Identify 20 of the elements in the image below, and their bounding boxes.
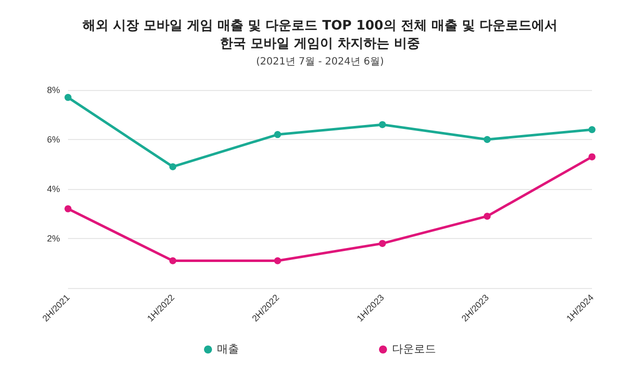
chart-subtitle: (2021년 7월 - 2024년 6월) — [256, 56, 384, 68]
point — [378, 240, 386, 247]
chart-title: 해외 시장 모바일 게임 매출 및 다운로드 TOP 100의 전체 매출 및 다운로드에서 한국 모바일 게임이 차지하는 비중 — [82, 18, 558, 52]
point — [588, 126, 596, 134]
point — [274, 257, 282, 264]
legend-label: 매출 — [217, 344, 239, 356]
point — [588, 153, 596, 160]
point — [169, 163, 176, 170]
legend-label: 다운로드 — [392, 344, 436, 356]
point — [484, 212, 491, 220]
point — [484, 136, 491, 143]
y-tick-label: 8% — [46, 85, 60, 95]
y-tick-label: 4% — [46, 184, 60, 194]
point — [274, 131, 282, 138]
y-tick-label: 6% — [46, 134, 60, 144]
y-tick-label: 2% — [46, 234, 60, 244]
point — [169, 257, 176, 264]
point — [378, 121, 386, 128]
point — [64, 205, 72, 212]
point — [64, 94, 72, 101]
